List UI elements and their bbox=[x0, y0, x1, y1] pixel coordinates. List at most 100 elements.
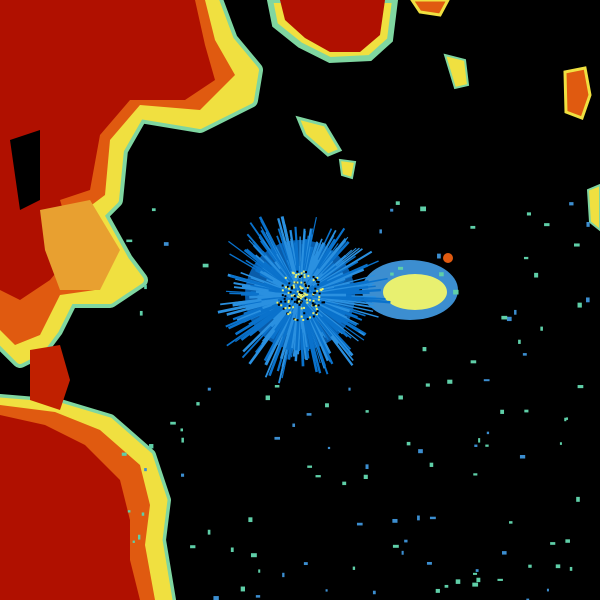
radar-speckle bbox=[144, 468, 147, 472]
radar-speckle bbox=[313, 291, 316, 294]
radar-speckle bbox=[392, 518, 398, 523]
radar-speckle bbox=[258, 291, 295, 297]
radar-speckle bbox=[435, 588, 440, 593]
radar-speckle bbox=[304, 284, 307, 287]
storm-cell bbox=[295, 115, 343, 157]
radar-speckle bbox=[141, 512, 145, 516]
radar-speckle bbox=[321, 287, 324, 290]
radar-speckle bbox=[280, 304, 283, 307]
radar-speckle bbox=[302, 318, 305, 321]
radar-speckle bbox=[315, 304, 318, 307]
radar-speckle bbox=[300, 272, 303, 275]
radar-speckle bbox=[304, 297, 307, 300]
radar-speckle bbox=[398, 395, 403, 400]
radar-speckle bbox=[315, 313, 318, 316]
radar-speckle bbox=[280, 300, 283, 303]
storm-cell bbox=[338, 158, 357, 180]
radar-speckle bbox=[586, 297, 590, 303]
radar-speckle bbox=[264, 255, 292, 285]
radar-speckle bbox=[288, 282, 291, 285]
radar-speckle bbox=[288, 306, 291, 309]
radar-speckle bbox=[296, 298, 299, 301]
radar-speckle bbox=[284, 295, 287, 298]
radar-speckle bbox=[311, 240, 350, 283]
radar-speckle bbox=[299, 301, 302, 304]
radar-speckle bbox=[307, 259, 320, 281]
radar-speckle bbox=[301, 249, 353, 294]
radar-speckle bbox=[292, 272, 295, 275]
radar-speckle bbox=[429, 516, 436, 520]
radar-speckle bbox=[518, 339, 521, 344]
radar-speckle bbox=[303, 562, 308, 566]
storm-cell bbox=[586, 183, 600, 232]
radar-speckle bbox=[576, 496, 580, 502]
radar-speckle bbox=[303, 306, 306, 309]
radar-speckle bbox=[295, 273, 298, 276]
radar-speckle bbox=[317, 304, 320, 307]
radar-speckle bbox=[261, 295, 296, 303]
radar-speckle bbox=[271, 280, 284, 289]
radar-speckle bbox=[296, 301, 299, 304]
radar-speckle bbox=[422, 347, 427, 352]
radar-speckle bbox=[312, 248, 363, 287]
radar-speckle bbox=[301, 288, 304, 291]
radar-speckle bbox=[282, 307, 285, 310]
radar-speckle bbox=[302, 237, 347, 292]
radar-speckle bbox=[524, 409, 529, 413]
radar-speckle bbox=[310, 268, 357, 292]
radar-speckle bbox=[426, 561, 432, 565]
radar-speckle bbox=[277, 296, 289, 302]
radar-speckle bbox=[309, 316, 312, 319]
radar-speckle bbox=[213, 596, 219, 600]
radar-speckle bbox=[546, 588, 549, 592]
radar-speckle bbox=[485, 444, 489, 447]
radar-speckle bbox=[321, 301, 324, 304]
radar-speckle bbox=[151, 208, 156, 212]
radar-speckle bbox=[288, 287, 291, 290]
radar-speckle bbox=[301, 311, 310, 350]
radar-speckle bbox=[500, 409, 505, 414]
radar-speckle bbox=[306, 251, 319, 278]
radar-speckle bbox=[565, 417, 569, 420]
storm-patch bbox=[40, 200, 120, 290]
radar-speckle bbox=[277, 303, 280, 306]
radar-speckle bbox=[298, 291, 301, 294]
radar-speckle bbox=[420, 206, 427, 212]
radar-speckle bbox=[303, 276, 306, 279]
radar-speckle bbox=[292, 423, 296, 427]
radar-speckle bbox=[306, 290, 309, 293]
radar-speckle bbox=[569, 202, 574, 206]
radar-speckle bbox=[250, 553, 257, 558]
radar-speckle bbox=[300, 287, 303, 290]
radar-speckle bbox=[475, 569, 479, 572]
radar-speckle bbox=[534, 272, 539, 278]
radar-speckle bbox=[289, 311, 292, 314]
radar-speckle bbox=[163, 242, 169, 246]
radar-speckle bbox=[306, 413, 312, 416]
radar-speckle bbox=[207, 387, 211, 391]
radar-speckle bbox=[300, 307, 303, 310]
radar-speckle bbox=[302, 270, 305, 273]
radar-speckle bbox=[478, 438, 481, 443]
radar-speckle bbox=[261, 296, 284, 301]
radar-speckle bbox=[181, 437, 184, 443]
radar-speckle bbox=[472, 582, 479, 587]
radar-speckle bbox=[291, 271, 294, 274]
radar-speckle bbox=[306, 288, 309, 291]
radar-speckle bbox=[260, 220, 297, 287]
radar-speckle bbox=[365, 464, 369, 469]
radar-speckle bbox=[303, 281, 306, 284]
radar-speckle bbox=[544, 223, 550, 227]
radar-speckle bbox=[294, 275, 297, 278]
radar-speckle bbox=[284, 300, 287, 303]
radar-speckle bbox=[315, 311, 318, 314]
radar-speckle bbox=[316, 280, 319, 283]
radar-speckle bbox=[149, 444, 154, 449]
radar-speckle bbox=[144, 285, 147, 290]
radar-speckle bbox=[127, 510, 131, 513]
radar-speckle bbox=[417, 515, 420, 521]
radar-speckle bbox=[312, 293, 315, 296]
radar-speckle bbox=[476, 577, 481, 583]
radar-speckle bbox=[372, 590, 376, 595]
radar-speckle bbox=[280, 216, 299, 281]
